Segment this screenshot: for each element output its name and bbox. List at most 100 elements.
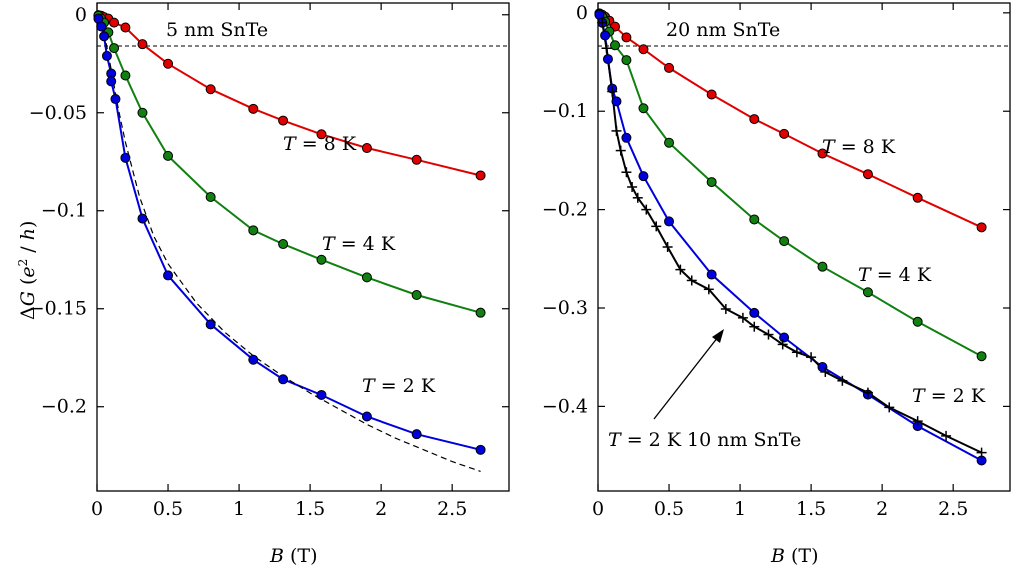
data-point <box>362 412 371 421</box>
data-point <box>249 226 258 235</box>
data-point <box>863 288 872 297</box>
x-tick-label: 1 <box>734 498 746 520</box>
data-point <box>121 23 130 32</box>
data-point-plus <box>602 43 612 53</box>
data-point <box>164 59 173 68</box>
data-point <box>362 273 371 282</box>
data-point <box>611 41 620 50</box>
data-point <box>206 85 215 94</box>
data-point <box>249 355 258 364</box>
data-point <box>206 320 215 329</box>
data-point <box>665 63 674 72</box>
x-tick-label: 2.5 <box>437 498 467 520</box>
data-point <box>780 333 789 342</box>
data-point <box>412 430 421 439</box>
label-2k: T = 2 K <box>912 385 986 407</box>
data-point <box>97 22 106 31</box>
y-tick-label: −0.2 <box>542 199 588 221</box>
data-point <box>102 51 111 60</box>
data-point-plus <box>621 167 631 177</box>
label-4k: T = 4 K <box>322 233 396 255</box>
data-point-plus <box>627 182 637 192</box>
x-tick-label: 2 <box>375 498 387 520</box>
label-8k: T = 8 K <box>283 133 357 155</box>
data-point <box>750 215 759 224</box>
x-tick-label: 0 <box>592 498 604 520</box>
y-tick-label: −0.2 <box>41 396 87 418</box>
data-point <box>206 193 215 202</box>
y-tick-label: −0.3 <box>542 297 588 319</box>
y-tick-label: −0.4 <box>542 395 588 417</box>
label-4k: T = 4 K <box>858 264 932 286</box>
data-point <box>317 390 326 399</box>
label-8k: T = 8 K <box>822 136 896 158</box>
label-2k: T = 2 K <box>362 375 436 397</box>
data-point <box>121 71 130 80</box>
data-point <box>412 155 421 164</box>
data-point <box>164 271 173 280</box>
data-point <box>707 178 716 187</box>
data-point <box>121 153 130 162</box>
label-2k-10nm: T = 2 K 10 nm SnTe <box>608 429 801 451</box>
data-point <box>476 171 485 180</box>
data-point-plus <box>651 221 661 231</box>
data-point <box>164 151 173 160</box>
data-point <box>362 144 371 153</box>
data-point <box>138 108 147 117</box>
y-tick-label: 0 <box>576 2 588 24</box>
x-tick-label: 2.5 <box>938 498 968 520</box>
data-point <box>913 317 922 326</box>
data-point <box>750 115 759 124</box>
data-point <box>603 55 612 64</box>
data-point <box>412 291 421 300</box>
data-point <box>639 104 648 113</box>
x-tick-label: 0.5 <box>654 498 684 520</box>
data-point <box>639 172 648 181</box>
data-point <box>138 40 147 49</box>
panel-20nm: 0 0.5 1 1.5 2 2.5 0 −0.1 −0.2 −0.3 −0.4 20 nm SnTe… <box>542 2 1010 567</box>
data-point <box>863 170 872 179</box>
data-point-plus <box>663 242 673 252</box>
data-point <box>639 45 648 54</box>
panel-title: 20 nm SnTe <box>666 19 780 41</box>
x-tick-label: 1.5 <box>796 498 826 520</box>
data-point-plus <box>616 146 626 156</box>
x-tick-label: 1.5 <box>295 498 325 520</box>
data-point <box>750 308 759 317</box>
data-point-plus <box>977 448 987 458</box>
x-tick-label: 0.5 <box>153 498 183 520</box>
data-point <box>138 214 147 223</box>
annotation-arrow <box>654 329 724 419</box>
data-point <box>707 90 716 99</box>
data-point <box>780 237 789 246</box>
data-point <box>107 77 116 86</box>
fit-line-series-0 <box>598 13 982 228</box>
fit-line-series-1 <box>598 13 982 356</box>
x-tick-label: 2 <box>876 498 888 520</box>
y-tick-label: 0 <box>75 4 87 26</box>
y-axis-label: ΔG (e2 / h) <box>16 221 39 320</box>
y-tick-label: −0.1 <box>41 200 87 222</box>
data-point <box>279 375 288 384</box>
x-axis-label: B (T) <box>770 545 819 567</box>
x-tick-label: 0 <box>91 498 103 520</box>
data-point <box>110 18 119 27</box>
data-point <box>249 104 258 113</box>
data-point <box>818 262 827 271</box>
data-point <box>622 33 631 42</box>
data-point <box>476 308 485 317</box>
data-point <box>279 240 288 249</box>
data-point <box>279 116 288 125</box>
data-point <box>665 138 674 147</box>
data-point <box>622 133 631 142</box>
panel-5nm: 0 0.5 1 1.5 2 2.5 0 −0.05 −0.1 −0.15 −0.2 5 nm SnT… <box>16 3 509 567</box>
data-point <box>913 193 922 202</box>
data-point <box>110 44 119 53</box>
data-point <box>317 255 326 264</box>
plot-frame <box>598 3 1010 491</box>
data-point <box>601 31 610 40</box>
fit-line-series-1 <box>97 15 481 313</box>
data-point <box>665 217 674 226</box>
data-point <box>476 445 485 454</box>
x-axis-label: B (T) <box>269 545 318 567</box>
